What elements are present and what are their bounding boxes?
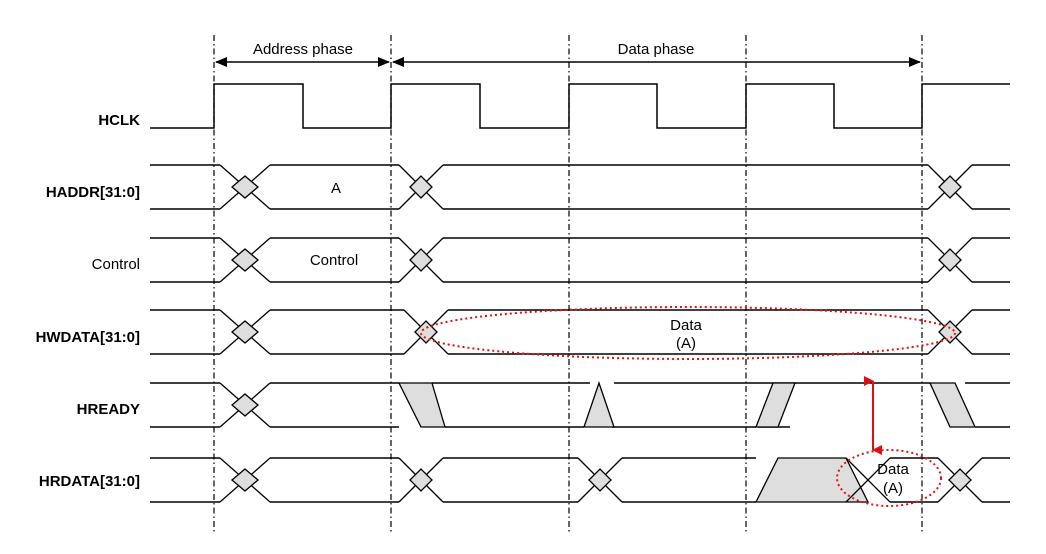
haddr-value: A <box>331 180 341 197</box>
signal-label-hready: HREADY <box>77 401 140 418</box>
signal-label-control: Control <box>92 256 140 273</box>
hwdata-highlight-ellipse <box>420 306 956 360</box>
signal-label-hrdata: HRDATA[31:0] <box>39 473 140 490</box>
hwdata-value-line2: (A) <box>676 335 696 352</box>
control-waveform: Control <box>150 237 1010 283</box>
address-phase-label: Address phase <box>253 41 353 58</box>
haddr-waveform: A <box>150 164 1010 210</box>
signal-labels: HCLK HADDR[31:0] Control HWDATA[31:0] HR… <box>36 112 141 490</box>
hrdata-value-line1: Data <box>877 461 909 478</box>
hrdata-value-line2: (A) <box>883 480 903 497</box>
data-phase-label: Data phase <box>618 41 695 58</box>
signal-label-hwdata: HWDATA[31:0] <box>36 329 140 346</box>
hready-waveform <box>150 380 1010 428</box>
hwdata-value-line1: Data <box>670 317 702 334</box>
phase-annotations: Address phase Data phase <box>215 41 921 67</box>
hrdata-waveform: Data (A) <box>150 449 1010 507</box>
signal-label-hclk: HCLK <box>98 112 140 129</box>
hrdata-highlight-ellipse <box>836 449 942 507</box>
signal-label-haddr: HADDR[31:0] <box>46 184 140 201</box>
control-value: Control <box>310 252 358 269</box>
hwdata-waveform: Data (A) <box>150 306 1010 360</box>
hclk-waveform <box>150 83 1010 129</box>
